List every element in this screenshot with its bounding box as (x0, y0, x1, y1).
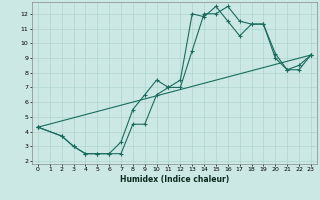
X-axis label: Humidex (Indice chaleur): Humidex (Indice chaleur) (120, 175, 229, 184)
